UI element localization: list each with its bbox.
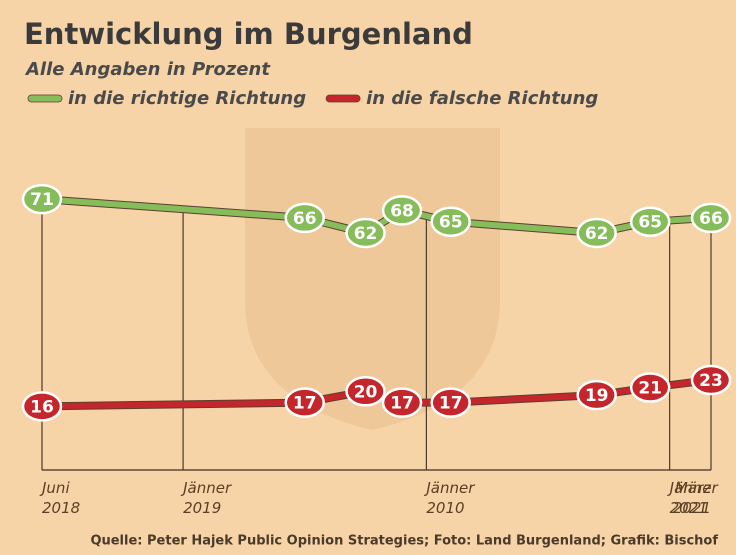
- legend-label: in die falsche Richtung: [366, 88, 598, 109]
- data-label: 66: [293, 209, 317, 229]
- data-label: 65: [638, 213, 662, 233]
- legend-swatch: [28, 95, 62, 102]
- data-label: 21: [638, 379, 662, 399]
- source: Quelle: Peter Hajek Public Opinion Strat…: [90, 534, 718, 549]
- data-label: 66: [699, 209, 723, 229]
- data-label: 17: [390, 394, 414, 414]
- chart: Entwicklung im Burgenland Alle Angaben i…: [0, 0, 736, 555]
- x-tick-label: März 2021: [651, 478, 711, 518]
- legend-swatch: [326, 95, 360, 102]
- data-label: 20: [354, 382, 378, 402]
- x-tick-label: Jänner 2019: [183, 478, 243, 518]
- data-label: 71: [30, 190, 54, 210]
- data-label: 17: [293, 394, 317, 414]
- chart-subtitle: Alle Angaben in Prozent: [24, 59, 271, 80]
- data-label: 65: [439, 213, 463, 233]
- data-label: 62: [354, 224, 378, 244]
- legend-label: in die richtige Richtung: [68, 88, 306, 109]
- chart-title: Entwicklung im Burgenland: [24, 17, 473, 51]
- data-label: 19: [585, 386, 609, 406]
- data-label: 23: [699, 371, 723, 391]
- data-label: 62: [585, 224, 609, 244]
- page: Entwicklung im Burgenland Alle Angaben i…: [0, 0, 736, 555]
- data-label: 17: [439, 394, 463, 414]
- data-label: 68: [390, 201, 414, 221]
- data-label: 16: [30, 397, 54, 417]
- x-tick-label: Juni 2018: [42, 478, 102, 518]
- x-tick-label: Jänner 2010: [426, 478, 486, 518]
